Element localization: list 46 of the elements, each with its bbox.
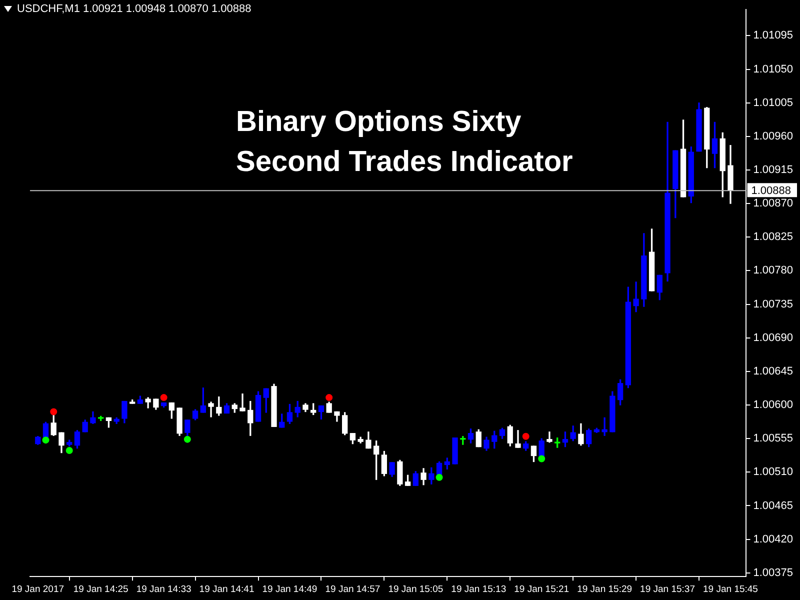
y-tick-label: 1.00870: [753, 198, 794, 210]
y-tick-label: 1.01050: [753, 63, 794, 76]
x-tick-label: 19 Jan 14:25: [73, 584, 128, 595]
x-tick-label: 19 Jan 15:21: [514, 584, 570, 595]
x-tick-label: 19 Jan 2017: [12, 584, 64, 595]
ref-line-label: 1.00888: [751, 185, 792, 198]
x-tick-label: 19 Jan 14:57: [325, 584, 380, 595]
y-tick-label: 1.00600: [753, 399, 794, 412]
y-tick-label: 1.00780: [753, 264, 794, 277]
point: [326, 394, 333, 402]
y-tick-label: 1.00510: [753, 466, 794, 478]
candlestick: [633, 282, 639, 312]
x-tick-label: 19 Jan 15:29: [577, 584, 632, 595]
y-tick-label: 1.00915: [753, 164, 794, 176]
candlestick: [208, 402, 214, 418]
y-tick-label: 1.00690: [753, 332, 794, 344]
candlestick: [602, 417, 608, 436]
candlestick: [515, 430, 521, 448]
point: [66, 447, 73, 454]
y-tick-label: 1.00465: [753, 500, 794, 512]
candlestick: [240, 393, 246, 412]
y-tick-label: 1.00735: [753, 298, 794, 310]
x-tick-label: 19 Jan 15:05: [388, 584, 444, 595]
y-tick-label: 1.01095: [753, 30, 794, 42]
point: [42, 436, 50, 444]
point: [50, 408, 58, 416]
y-tick-label: 1.01005: [753, 96, 794, 109]
x-tick-label: 19 Jan 15:13: [451, 584, 506, 595]
x-tick-label: 19 Jan 15:45: [703, 584, 758, 595]
point: [160, 394, 168, 402]
x-tick-label: 19 Jan 14:41: [199, 584, 254, 595]
point: [436, 474, 443, 481]
x-tick-label: 19 Jan 14:49: [262, 584, 318, 595]
annotation: USDCHF,M1 1.00921 1.00948 1.00870 1.00888: [17, 3, 252, 15]
text: Binary Options Sixty Second Trades Indicator: [236, 105, 574, 180]
y-tick-label: 1.00555: [753, 432, 794, 445]
point: [538, 455, 546, 462]
y-tick-label: 1.00375: [753, 566, 794, 579]
point: [184, 436, 191, 443]
point: [522, 432, 530, 440]
x-tick-label: 19 Jan 15:37: [640, 584, 695, 595]
y-tick-label: 1.00825: [753, 231, 794, 244]
x-tick-label: 19 Jan 14:33: [136, 584, 192, 595]
y-tick-label: 1.00645: [753, 365, 794, 378]
y-tick-label: 1.00420: [753, 533, 794, 546]
y-tick-label: 1.00960: [753, 130, 794, 142]
